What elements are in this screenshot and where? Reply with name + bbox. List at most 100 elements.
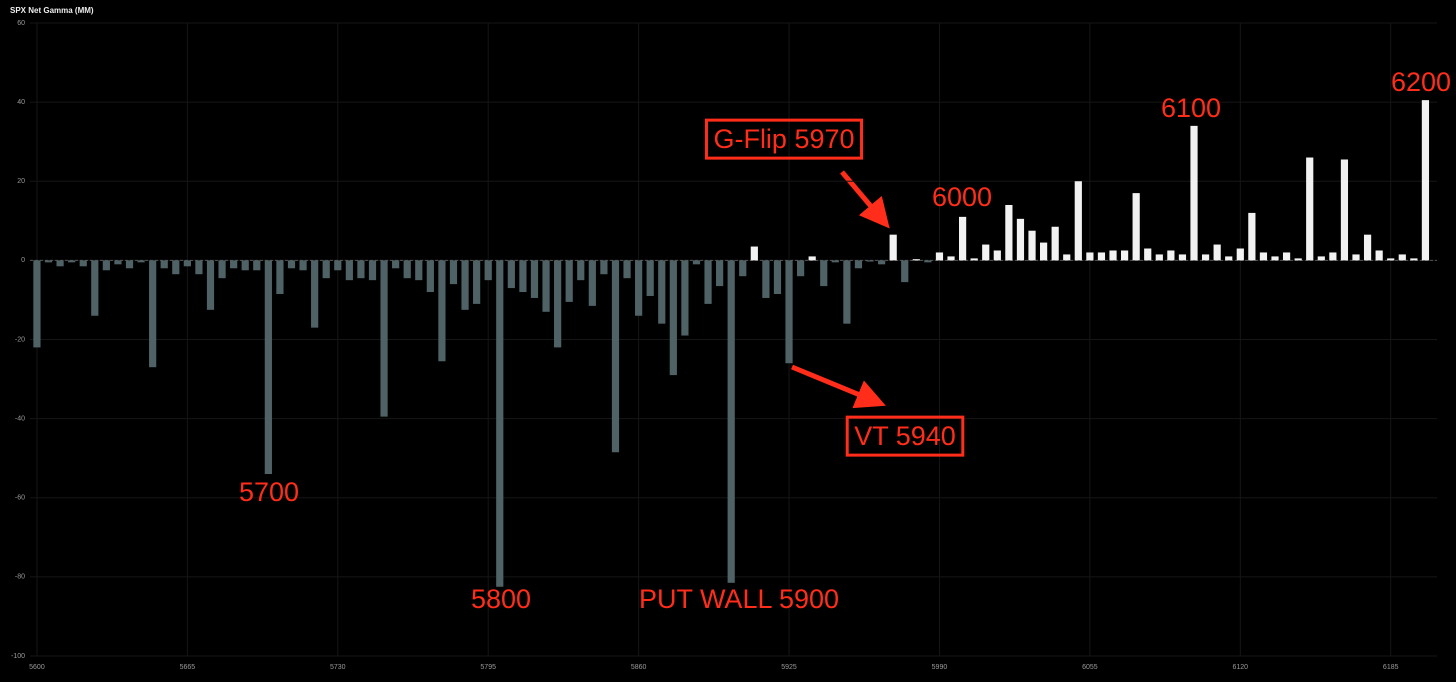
y-tick-label: -60 bbox=[15, 495, 25, 502]
bar bbox=[600, 260, 608, 275]
bar bbox=[1155, 254, 1163, 261]
bar bbox=[507, 260, 515, 289]
annotation: 6000 bbox=[932, 182, 992, 212]
bar bbox=[160, 260, 168, 269]
bar bbox=[1363, 234, 1372, 261]
bar bbox=[380, 260, 388, 417]
bar bbox=[843, 260, 851, 324]
bar bbox=[264, 260, 272, 475]
x-tick-label: 5730 bbox=[330, 664, 346, 671]
bar bbox=[79, 260, 87, 267]
bar bbox=[797, 260, 805, 277]
bar bbox=[1051, 226, 1059, 261]
bar bbox=[33, 260, 41, 348]
bar bbox=[1259, 252, 1268, 261]
bar bbox=[1144, 248, 1152, 261]
bar bbox=[1317, 256, 1325, 261]
bar bbox=[125, 260, 134, 269]
arrow bbox=[791, 364, 886, 409]
bar bbox=[1306, 157, 1314, 261]
bar bbox=[392, 260, 400, 269]
bar bbox=[195, 260, 203, 275]
bar bbox=[322, 260, 330, 279]
bar bbox=[1387, 258, 1395, 261]
x-tick-label: 5600 bbox=[29, 664, 45, 671]
bar bbox=[1109, 250, 1117, 261]
bar bbox=[287, 260, 296, 269]
bar bbox=[1352, 254, 1360, 261]
annotation: PUT WALL 5900 bbox=[639, 584, 839, 614]
bar bbox=[889, 234, 897, 261]
annotation-box bbox=[704, 118, 864, 160]
bar bbox=[577, 260, 585, 281]
bar bbox=[44, 260, 53, 263]
bar bbox=[635, 260, 643, 316]
bar bbox=[91, 260, 99, 316]
bar bbox=[1120, 250, 1129, 261]
bar bbox=[808, 256, 816, 261]
bar bbox=[1074, 181, 1082, 261]
bar bbox=[1421, 100, 1430, 261]
bar bbox=[334, 260, 342, 271]
y-tick-label: 60 bbox=[17, 20, 25, 27]
bar bbox=[345, 260, 353, 281]
arrows bbox=[791, 170, 890, 409]
y-tick-label: -40 bbox=[15, 415, 25, 422]
bar bbox=[461, 260, 469, 310]
bar bbox=[519, 260, 527, 293]
bar bbox=[218, 260, 226, 279]
bar bbox=[727, 260, 735, 583]
annotation: VT 5940 bbox=[854, 421, 956, 451]
x-tick-label: 6055 bbox=[1082, 664, 1098, 671]
bar bbox=[1282, 252, 1291, 261]
bar bbox=[253, 260, 261, 271]
bar bbox=[449, 260, 458, 285]
bar bbox=[646, 260, 654, 296]
bar bbox=[230, 260, 238, 269]
bar bbox=[415, 260, 423, 281]
annotation-box bbox=[845, 415, 965, 457]
bar bbox=[473, 260, 481, 304]
bar bbox=[56, 260, 64, 267]
bar bbox=[496, 260, 504, 587]
bar bbox=[403, 260, 411, 279]
bar bbox=[669, 260, 677, 376]
bar bbox=[854, 260, 863, 269]
bar bbox=[114, 260, 122, 265]
y-tick-label: -100 bbox=[11, 653, 25, 660]
bar bbox=[484, 260, 492, 281]
bar bbox=[1016, 218, 1025, 261]
bar bbox=[750, 246, 758, 261]
bar bbox=[1028, 230, 1036, 261]
y-tick-label: 0 bbox=[21, 257, 25, 264]
bar bbox=[137, 260, 145, 263]
bar bbox=[588, 260, 596, 306]
bar bbox=[1213, 244, 1221, 261]
bar bbox=[866, 260, 874, 262]
bar bbox=[901, 260, 909, 283]
bar bbox=[785, 260, 793, 364]
bar bbox=[970, 258, 978, 261]
bar bbox=[1248, 212, 1256, 261]
bar bbox=[206, 260, 215, 310]
bar bbox=[1167, 250, 1175, 261]
bar bbox=[1236, 248, 1244, 261]
bar bbox=[611, 260, 620, 453]
bar bbox=[820, 260, 828, 287]
bar bbox=[241, 260, 249, 271]
bar bbox=[542, 260, 550, 312]
bar bbox=[1201, 254, 1210, 261]
bar bbox=[1039, 242, 1048, 261]
bar bbox=[704, 260, 712, 304]
annotation: 6200 bbox=[1391, 67, 1451, 97]
bar bbox=[1271, 256, 1279, 261]
bar bbox=[565, 260, 573, 302]
bar bbox=[357, 260, 365, 279]
bar bbox=[692, 260, 701, 265]
bar bbox=[68, 260, 76, 263]
x-tick-label: 5665 bbox=[180, 664, 196, 671]
bar bbox=[716, 260, 724, 287]
bar bbox=[1398, 254, 1406, 261]
bar bbox=[1340, 159, 1349, 261]
